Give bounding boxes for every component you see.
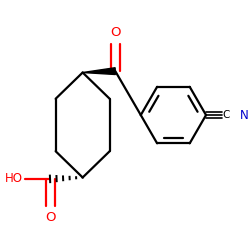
Text: C: C [222, 110, 230, 120]
Text: N: N [240, 108, 248, 122]
Text: HO: HO [5, 172, 23, 186]
Polygon shape [83, 68, 116, 74]
Text: O: O [110, 26, 120, 39]
Text: O: O [45, 211, 55, 224]
